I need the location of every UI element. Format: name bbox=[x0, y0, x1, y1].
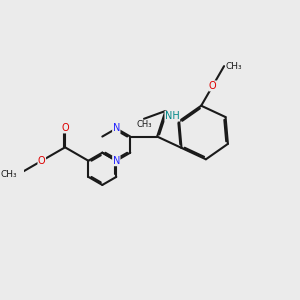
Text: CH₃: CH₃ bbox=[0, 170, 17, 179]
Text: O: O bbox=[209, 81, 216, 91]
Text: CH₃: CH₃ bbox=[225, 61, 242, 70]
Text: NH: NH bbox=[165, 111, 180, 121]
Text: CH₃: CH₃ bbox=[136, 120, 152, 129]
Text: O: O bbox=[61, 123, 69, 133]
Text: N: N bbox=[112, 156, 120, 166]
Text: N: N bbox=[112, 124, 120, 134]
Text: O: O bbox=[38, 156, 46, 166]
